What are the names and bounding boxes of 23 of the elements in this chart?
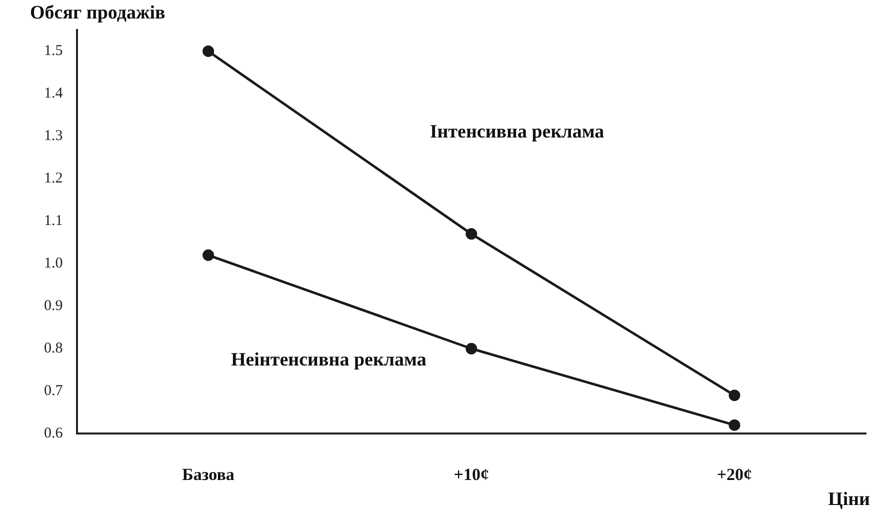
y-tick-label: 0.6 xyxy=(44,426,64,442)
x-axis-title: Ціни xyxy=(828,488,870,510)
point xyxy=(202,45,214,57)
y-tick-label: 1.2 xyxy=(44,170,63,187)
point xyxy=(202,249,214,261)
point xyxy=(466,228,478,240)
point xyxy=(728,390,740,402)
y-tick-label: 0.7 xyxy=(44,383,64,400)
y-tick-label: 1.0 xyxy=(44,256,63,272)
y-tick-label: 0.8 xyxy=(44,340,63,357)
series-label: Неінтенсивна реклама xyxy=(230,350,427,371)
y-tick-label: 1.5 xyxy=(44,43,63,60)
y-tick-label: 1.3 xyxy=(44,128,63,144)
text: Інтенсивна реклама xyxy=(430,121,605,142)
x-tick-label: +20¢ xyxy=(716,465,752,484)
point xyxy=(466,342,478,354)
y-tick-label: 1.1 xyxy=(44,213,63,230)
point xyxy=(728,419,740,431)
y-tick-label: 1.4 xyxy=(44,86,64,102)
y-tick-label: 0.9 xyxy=(44,298,63,314)
x-tick-label: Базова xyxy=(182,465,235,484)
x-tick-label: +10¢ xyxy=(454,465,489,484)
y-axis-title: Обсяг продажів xyxy=(30,2,166,24)
